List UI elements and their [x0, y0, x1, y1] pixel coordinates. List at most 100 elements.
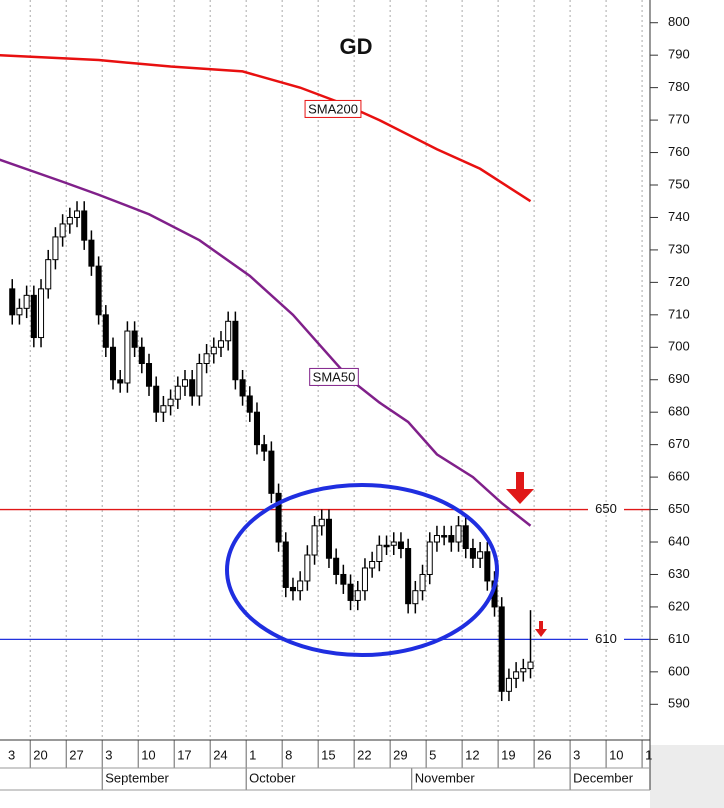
candle-body	[239, 379, 246, 397]
arrow-small	[535, 621, 547, 637]
candle-body	[189, 379, 196, 397]
y-tick-label: 770	[668, 112, 690, 127]
candle-body	[354, 590, 361, 601]
candle-body	[433, 535, 440, 543]
y-tick-label: 630	[668, 566, 690, 581]
x-tick-label: 17	[177, 747, 191, 762]
candle-body	[23, 294, 30, 309]
plot: 650 610 SMA200 SMA50	[0, 54, 650, 702]
candle-body	[304, 554, 311, 582]
candle-body	[210, 346, 217, 355]
candle-body	[441, 535, 448, 538]
y-tick-label: 690	[668, 371, 690, 386]
candle-body	[109, 346, 117, 381]
x-tick-label: 26	[537, 747, 551, 762]
candle-body	[505, 677, 512, 692]
x-tick-label: 12	[465, 747, 479, 762]
y-tick-label: 720	[668, 274, 690, 289]
candle-body	[232, 320, 239, 381]
candle-body	[253, 411, 260, 446]
axes: 3 20 27 3 10 17 24 1 8 15 22 29 5 12 19 26 3 10 1 September…	[0, 0, 690, 791]
candle-body	[484, 551, 491, 582]
candle-body	[167, 398, 174, 407]
candle-body	[138, 346, 145, 365]
y-tick-label: 670	[668, 436, 690, 451]
candle-body	[361, 567, 368, 592]
candle-body	[469, 548, 476, 559]
corner-box	[650, 745, 724, 808]
y-tick-label: 760	[668, 144, 690, 159]
candle-body	[325, 518, 332, 559]
x-tick-label: 15	[321, 747, 335, 762]
x-tick-label: 5	[429, 747, 436, 762]
candle-body	[333, 557, 340, 575]
candle-body	[160, 405, 167, 413]
candle-body	[181, 379, 189, 387]
candle-body	[318, 518, 325, 527]
candle-body	[462, 525, 469, 550]
candle-body	[311, 525, 318, 556]
x-tick-label: 10	[609, 747, 623, 762]
candle-body	[282, 541, 289, 588]
y-tick-label: 590	[668, 696, 690, 711]
candle-body	[30, 294, 37, 339]
candle-body	[66, 216, 73, 225]
candle-body	[289, 586, 296, 592]
candle-body	[117, 379, 124, 384]
chart-title: GD	[340, 34, 373, 59]
y-tick-label: 620	[668, 598, 690, 613]
candle-body	[412, 590, 419, 605]
x-tick-label: 10	[141, 747, 155, 762]
x-tick-label: 27	[69, 747, 83, 762]
y-tick-label: 790	[668, 47, 690, 62]
candle-body	[9, 288, 16, 316]
series-label-box	[309, 367, 359, 386]
candle-body	[455, 525, 462, 543]
y-tick-label: 740	[668, 209, 690, 224]
candle-body	[498, 606, 505, 692]
y-tick-label: 660	[668, 469, 690, 484]
y-tick-label: 800	[668, 14, 690, 29]
series-label: SMA200	[308, 101, 358, 116]
y-tick-label: 700	[668, 339, 690, 354]
candle-body	[448, 535, 455, 543]
y-tick-label: 680	[668, 404, 690, 419]
candle-body	[340, 573, 347, 585]
y-tick-label: 610	[668, 631, 690, 646]
candle-body	[203, 353, 210, 365]
candle-body	[225, 320, 232, 342]
candle-body	[376, 544, 383, 562]
candle-body	[405, 548, 412, 605]
y-tick-label: 600	[668, 663, 690, 678]
x-tick-label: 3	[8, 747, 15, 762]
y-tick-label: 650	[668, 501, 690, 516]
candle-body	[397, 541, 404, 550]
candle-body	[131, 330, 138, 348]
candle-body	[390, 541, 397, 546]
x-tick-label: 1	[249, 747, 256, 762]
candle-body	[45, 259, 52, 290]
y-tick-label: 640	[668, 533, 690, 548]
y-tick-label: 750	[668, 176, 690, 191]
candle-body	[477, 551, 484, 559]
x-tick-label: 29	[393, 747, 407, 762]
candle-body	[59, 223, 66, 238]
x-tick-label: 19	[501, 747, 515, 762]
candle-body	[95, 265, 102, 316]
candle-body	[527, 661, 534, 670]
candle-body	[88, 239, 95, 267]
candle-body	[74, 210, 81, 218]
candle-body	[174, 385, 181, 400]
candle-body	[81, 210, 88, 241]
candle-body	[419, 573, 426, 592]
candle-body	[246, 395, 253, 413]
candle-body	[347, 583, 354, 601]
candle-body	[383, 544, 390, 548]
series-label: SMA50	[313, 369, 356, 384]
x-tick-label: 8	[285, 747, 292, 762]
candle-body	[38, 288, 45, 339]
x-tick-label: 3	[573, 747, 580, 762]
candle-body	[145, 363, 153, 387]
